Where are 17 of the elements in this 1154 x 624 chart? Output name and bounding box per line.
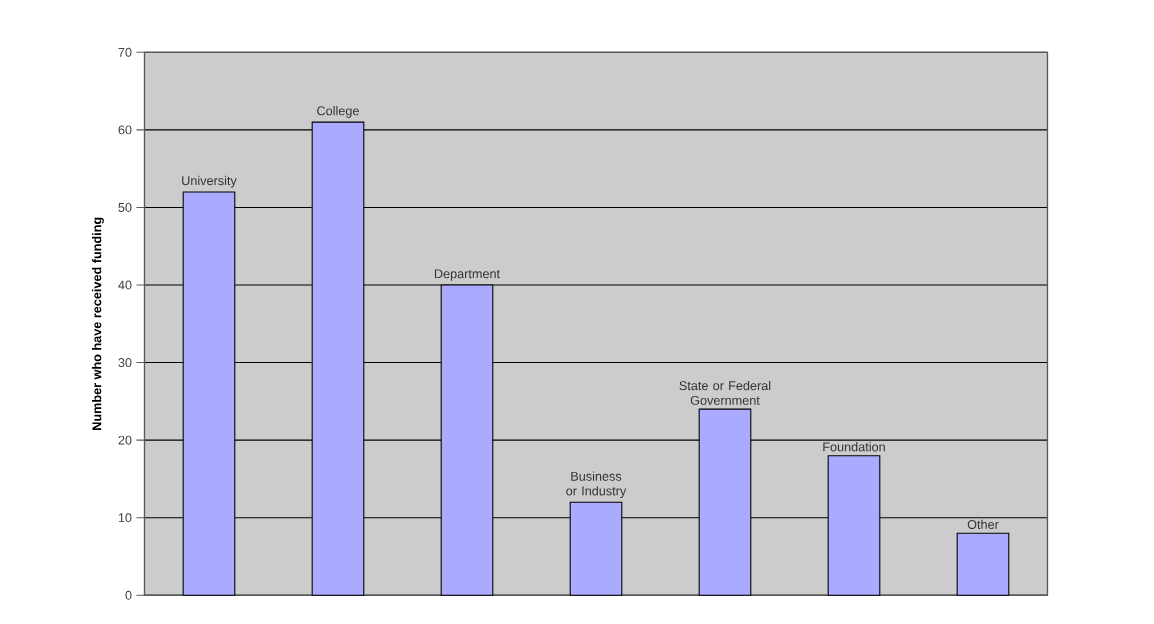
y-tick-label: 30 [118, 358, 132, 368]
y-axis-title: Number who have received funding [92, 217, 104, 430]
y-tick-label: 0 [125, 590, 132, 600]
y-tick-label: 60 [118, 125, 132, 135]
x-tick-label: Department [434, 269, 500, 281]
x-tick-label: College [317, 106, 359, 118]
x-tick-label: Other [967, 519, 999, 529]
x-tick-label: Business or Industry [566, 471, 627, 498]
y-tick-label: 70 [118, 47, 132, 57]
x-tick-label: University [182, 175, 237, 188]
x-tick-label: Foundation [823, 442, 885, 452]
y-tick-label: 20 [118, 435, 132, 445]
x-tick-label: State or Federal Government [679, 380, 771, 405]
y-tick-label: 40 [118, 280, 132, 290]
y-tick-label: 10 [118, 513, 132, 523]
y-tick-label: 50 [118, 202, 132, 212]
bar [956, 532, 1010, 596]
